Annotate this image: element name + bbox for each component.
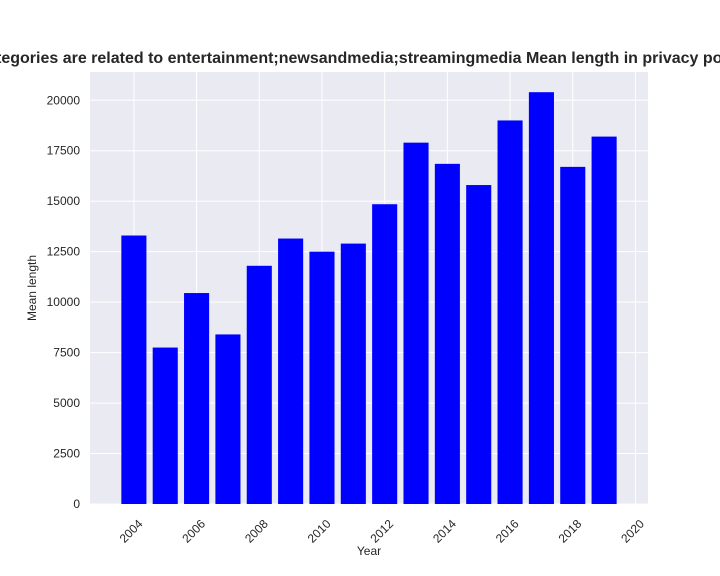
x-tick-labels: 2004 2006 2008 2010 2012 2014 2016 2018 2020 bbox=[117, 517, 648, 546]
bar-2019 bbox=[591, 136, 617, 504]
y-tick-label: 17500 bbox=[47, 144, 81, 158]
bar-2012 bbox=[372, 204, 398, 504]
x-tick-label: 2012 bbox=[367, 517, 396, 546]
x-tick-label: 2014 bbox=[430, 517, 459, 546]
bar-2017 bbox=[528, 92, 554, 504]
bar-2011 bbox=[340, 243, 366, 504]
x-axis-label: Year bbox=[357, 544, 381, 558]
x-tick-label: 2008 bbox=[242, 517, 271, 546]
y-tick-label: 20000 bbox=[47, 93, 81, 107]
y-tick-label: 10000 bbox=[47, 295, 81, 309]
plot-area bbox=[90, 72, 648, 504]
y-tick-label: 0 bbox=[73, 497, 80, 511]
bar-2018 bbox=[560, 166, 586, 504]
bar-2004 bbox=[121, 235, 147, 504]
y-axis-label: Mean length bbox=[25, 255, 39, 321]
y-tick-label: 7500 bbox=[53, 346, 80, 360]
x-tick-label: 2016 bbox=[493, 517, 522, 546]
bar-2007 bbox=[215, 334, 241, 504]
bars bbox=[121, 92, 617, 504]
y-tick-labels: 0 2500 5000 7500 10000 12500 15000 17500 20000 bbox=[47, 93, 81, 511]
bar-2009 bbox=[278, 238, 304, 504]
chart-title: Categories are related to entertainment;… bbox=[0, 50, 720, 67]
bar-2015 bbox=[466, 185, 492, 504]
x-tick-label: 2018 bbox=[556, 517, 585, 546]
bar-2016 bbox=[497, 120, 523, 504]
bar-2010 bbox=[309, 251, 335, 504]
x-tick-label: 2020 bbox=[618, 517, 647, 546]
y-tick-label: 2500 bbox=[53, 447, 80, 461]
x-tick-label: 2010 bbox=[305, 517, 334, 546]
bar-2005 bbox=[152, 347, 178, 504]
y-tick-label: 15000 bbox=[47, 194, 81, 208]
y-tick-label: 12500 bbox=[47, 245, 81, 259]
bar-2008 bbox=[246, 265, 272, 504]
y-tick-label: 5000 bbox=[53, 396, 80, 410]
x-tick-label: 2006 bbox=[179, 517, 208, 546]
bar-2014 bbox=[434, 163, 460, 504]
x-tick-label: 2004 bbox=[117, 517, 146, 546]
bar-2006 bbox=[184, 293, 210, 504]
bar-2013 bbox=[403, 142, 429, 504]
